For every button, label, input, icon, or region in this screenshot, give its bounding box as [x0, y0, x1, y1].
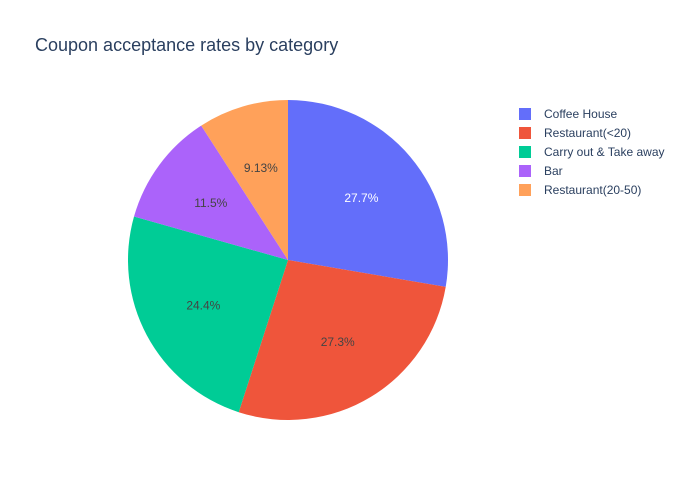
- legend-item[interactable]: Carry out & Take away: [519, 145, 665, 159]
- legend: Coffee House Restaurant(<20) Carry out & T…: [519, 107, 665, 197]
- pie-labels: 27.7% 27.3% 24.4% 11.5% 9.13%: [186, 161, 378, 349]
- chart-title: Coupon acceptance rates by category: [35, 35, 338, 55]
- legend-label: Bar: [544, 164, 563, 178]
- pie-slice-carry-out-take-away: [127, 216, 288, 413]
- pie-slice-label: 11.5%: [194, 196, 227, 210]
- pie-slices: [127, 100, 448, 421]
- legend-label: Carry out & Take away: [544, 145, 665, 159]
- legend-item[interactable]: Restaurant(20-50): [519, 183, 641, 197]
- pie-slice-label: 9.13%: [244, 161, 278, 175]
- pie-slice-label: 24.4%: [186, 298, 220, 312]
- legend-item[interactable]: Coffee House: [519, 107, 617, 121]
- legend-item[interactable]: Restaurant(<20): [519, 126, 631, 140]
- legend-swatch: [519, 165, 531, 177]
- pie-slice-restaurant-20-50: [201, 100, 288, 260]
- legend-label: Coffee House: [544, 107, 617, 121]
- legend-swatch: [519, 127, 531, 139]
- legend-swatch: [519, 108, 531, 120]
- legend-label: Restaurant(<20): [544, 126, 631, 140]
- legend-label: Restaurant(20-50): [544, 183, 641, 197]
- pie-slice-label: 27.3%: [321, 335, 355, 349]
- pie-slice-bar: [134, 125, 288, 260]
- pie-slice-coffee-house: [288, 100, 448, 287]
- legend-item[interactable]: Bar: [519, 164, 563, 178]
- legend-swatch: [519, 146, 531, 158]
- legend-swatch: [519, 184, 531, 196]
- pie-slice-label: 27.7%: [344, 191, 378, 205]
- pie-slice-restaurant-20: [238, 260, 446, 421]
